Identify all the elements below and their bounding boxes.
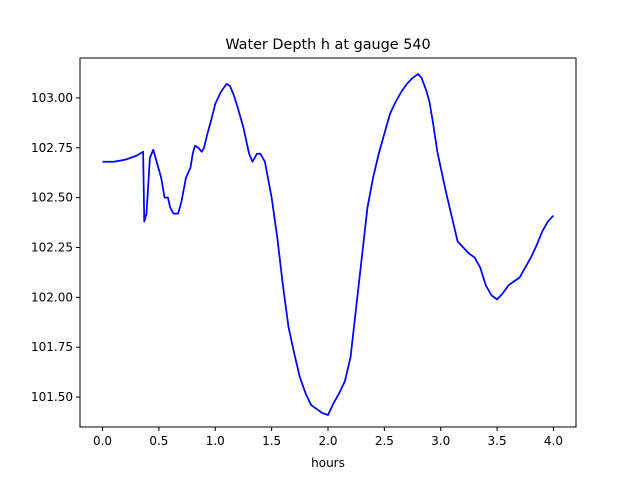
x-axis-label: hours	[311, 456, 345, 470]
plot-area	[102, 73, 555, 416]
x-tick-label: 3.5	[488, 434, 507, 448]
x-tick-label: 1.5	[262, 434, 281, 448]
y-tick-label: 101.75	[31, 340, 73, 354]
y-tick-label: 101.50	[31, 390, 73, 404]
x-tick-label: 1.0	[206, 434, 225, 448]
x-tick-label: 3.0	[431, 434, 450, 448]
axes-frame	[79, 57, 577, 428]
y-tick-label: 102.50	[31, 191, 73, 205]
x-tick-label: 2.5	[375, 434, 394, 448]
x-tick-label: 0.0	[93, 434, 112, 448]
x-tick-label: 4.0	[544, 434, 563, 448]
series-line-0	[102, 73, 555, 416]
y-tick-label: 102.75	[31, 141, 73, 155]
y-tick-label: 102.25	[31, 240, 73, 254]
chart-title: Water Depth h at gauge 540	[225, 37, 430, 53]
axes: 0.0 0.5 1.0 1.5 2.0 2.5 3.0 3.5 4.0 101.50 101.75 1…	[31, 57, 577, 448]
y-tick-label: 102.00	[31, 290, 73, 304]
x-tick-label: 0.5	[149, 434, 168, 448]
y-tick-label: 103.00	[31, 91, 73, 105]
x-tick-label: 2.0	[318, 434, 337, 448]
